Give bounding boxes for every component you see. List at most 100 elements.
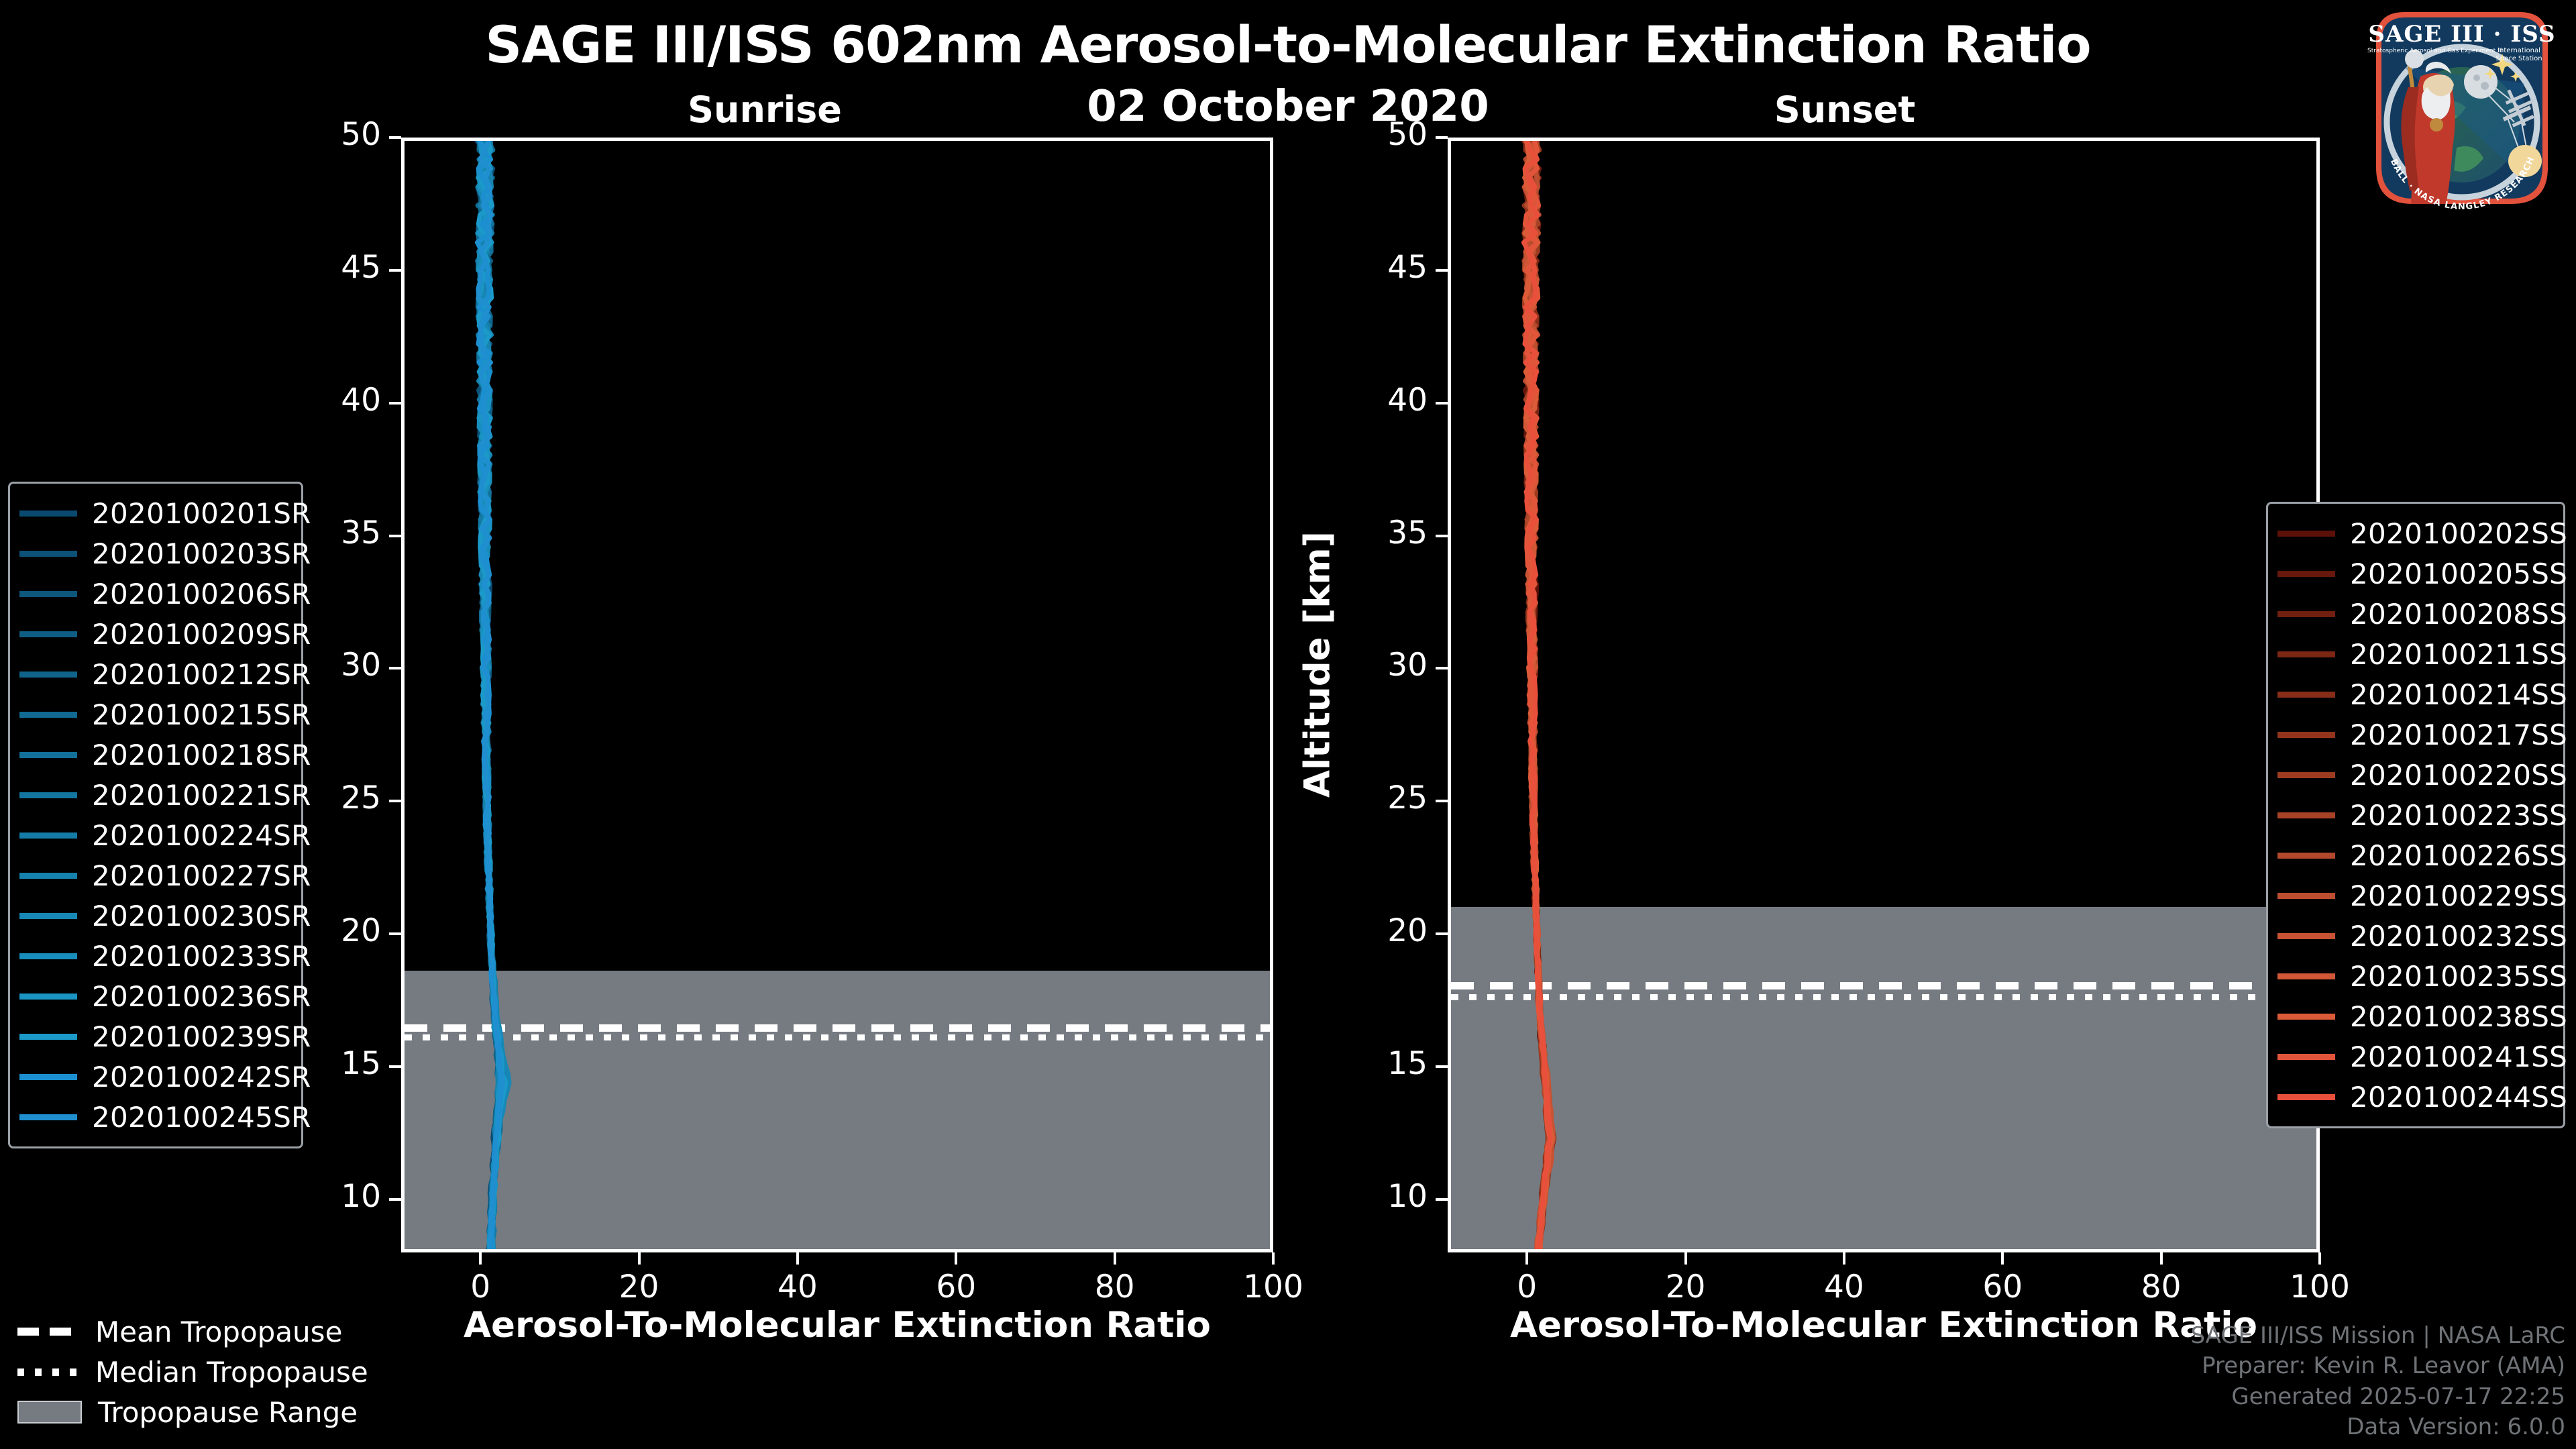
- legend-event-label: 2020100241SS: [2350, 1040, 2568, 1073]
- legend-item[interactable]: 2020100223SS: [2277, 795, 2567, 835]
- legend-event-label: 2020100212SR: [92, 657, 311, 691]
- x-tick-label: 0: [470, 1269, 491, 1305]
- y-tick-label: 50: [341, 116, 381, 153]
- legend-item[interactable]: 2020100242SR: [19, 1057, 311, 1097]
- legend-item[interactable]: 2020100214SS: [2277, 674, 2567, 714]
- mean-tropopause-line-sunset: [1451, 982, 2316, 989]
- plot-panel-sunrise[interactable]: [401, 138, 1273, 1252]
- legend-item[interactable]: 2020100211SS: [2277, 634, 2567, 674]
- legend-event-label: 2020100215SR: [92, 698, 311, 731]
- attribution-block: SAGE III/ISS Mission | NASA LaRC Prepare…: [2190, 1321, 2565, 1442]
- legend-item[interactable]: 2020100215SR: [19, 694, 311, 735]
- legend-event-label: 2020100224SR: [92, 818, 311, 852]
- y-tick-mark: [1436, 1197, 1448, 1201]
- legend-item[interactable]: 2020100218SR: [19, 735, 311, 775]
- legend-item[interactable]: 2020100206SR: [19, 574, 311, 614]
- legend-event-label: 2020100205SS: [2350, 557, 2568, 590]
- legend-event-label: 2020100233SR: [92, 939, 311, 973]
- legend-item[interactable]: 2020100202SS: [2277, 513, 2567, 553]
- x-tick-mark: [796, 1252, 799, 1265]
- y-tick-mark: [389, 401, 401, 405]
- y-tick-label: 10: [341, 1177, 381, 1215]
- legend-event-label: 2020100242SR: [92, 1060, 311, 1093]
- series-legend-sunset[interactable]: 2020100202SS 2020100205SS 2020100208SS 2020…: [2266, 502, 2567, 1128]
- y-tick-mark: [389, 1065, 401, 1068]
- legend-item[interactable]: 2020100209SR: [19, 614, 311, 654]
- legend-item[interactable]: 2020100241SS: [2277, 1036, 2567, 1077]
- legend-color-swatch: [19, 590, 77, 597]
- legend-event-label: 2020100209SR: [92, 617, 311, 651]
- y-tick-mark: [389, 800, 401, 803]
- x-tick-label: 100: [2290, 1269, 2350, 1305]
- legend-item-mean-tropopause: Mean Tropopause: [17, 1311, 393, 1352]
- legend-event-label: 2020100223SS: [2350, 798, 2568, 832]
- legend-color-swatch: [19, 1114, 77, 1120]
- legend-item[interactable]: 2020100238SS: [2277, 996, 2567, 1036]
- x-tick-mark: [637, 1252, 641, 1265]
- y-tick-label: 20: [1387, 912, 1428, 950]
- y-tick-mark: [389, 534, 401, 537]
- legend-item[interactable]: 2020100233SR: [19, 936, 311, 976]
- x-tick-mark: [2159, 1252, 2163, 1265]
- legend-item[interactable]: 2020100244SS: [2277, 1077, 2567, 1117]
- x-tick-label: 60: [936, 1269, 977, 1305]
- legend-color-swatch: [19, 1033, 77, 1040]
- y-tick-label: 40: [341, 381, 381, 419]
- y-tick-label: 20: [341, 912, 381, 950]
- legend-item[interactable]: 2020100232SS: [2277, 916, 2567, 956]
- x-tick-label: 100: [1243, 1269, 1303, 1305]
- legend-item[interactable]: 2020100224SR: [19, 815, 311, 855]
- legend-item[interactable]: 2020100236SR: [19, 976, 311, 1016]
- x-tick-mark: [479, 1252, 482, 1265]
- legend-color-swatch: [2277, 651, 2335, 657]
- page-title: SAGE III/ISS 602nm Aerosol-to-Molecular …: [485, 15, 2091, 74]
- legend-item[interactable]: 2020100227SR: [19, 855, 311, 896]
- legend-item[interactable]: 2020100226SS: [2277, 835, 2567, 875]
- legend-event-label: 2020100201SR: [92, 496, 311, 530]
- y-tick-mark: [1436, 1065, 1448, 1068]
- legend-event-label: 2020100232SS: [2350, 919, 2568, 953]
- legend-item[interactable]: 2020100217SS: [2277, 714, 2567, 755]
- legend-item[interactable]: 2020100221SR: [19, 775, 311, 815]
- legend-item[interactable]: 2020100230SR: [19, 896, 311, 936]
- tropopause-range-band-sunrise: [405, 971, 1270, 1249]
- legend-item[interactable]: 2020100245SR: [19, 1097, 311, 1137]
- legend-item[interactable]: 2020100201SR: [19, 493, 311, 533]
- legend-event-label: 2020100235SS: [2350, 959, 2568, 993]
- legend-item[interactable]: 2020100235SS: [2277, 956, 2567, 996]
- x-tick-label: 40: [1824, 1269, 1864, 1305]
- y-tick-label: 35: [341, 514, 381, 551]
- legend-color-swatch: [2277, 932, 2335, 939]
- y-tick-label: 10: [1387, 1177, 1428, 1215]
- legend-item[interactable]: 2020100229SS: [2277, 875, 2567, 916]
- legend-item[interactable]: 2020100239SR: [19, 1016, 311, 1057]
- attribution-line-generated: Generated 2025-07-17 22:25: [2231, 1383, 2565, 1410]
- legend-event-label: 2020100238SS: [2350, 1000, 2568, 1033]
- x-axis-title-sunrise: Aerosol-To-Molecular Extinction Ratio: [464, 1305, 1211, 1346]
- legend-item-median-tropopause: Median Tropopause: [17, 1352, 393, 1392]
- legend-color-swatch: [19, 510, 77, 517]
- svg-text:International: International: [2498, 47, 2540, 54]
- legend-item[interactable]: 2020100208SS: [2277, 594, 2567, 634]
- legend-item[interactable]: 2020100203SR: [19, 533, 311, 574]
- legend-event-label: 2020100202SS: [2350, 517, 2568, 550]
- series-line: [1521, 141, 1553, 1249]
- legend-label-tropopause-range: Tropopause Range: [98, 1395, 358, 1429]
- x-tick-label: 20: [1665, 1269, 1706, 1305]
- legend-item[interactable]: 2020100220SS: [2277, 755, 2567, 795]
- legend-color-swatch: [2277, 812, 2335, 818]
- legend-item[interactable]: 2020100205SS: [2277, 553, 2567, 594]
- legend-color-swatch: [19, 953, 77, 959]
- x-tick-mark: [955, 1252, 958, 1265]
- legend-color-swatch: [2277, 731, 2335, 738]
- legend-event-label: 2020100229SS: [2350, 879, 2568, 912]
- legend-color-swatch: [19, 711, 77, 718]
- legend-color-swatch: [19, 751, 77, 758]
- legend-event-label: 2020100217SS: [2350, 718, 2568, 751]
- plot-panel-sunset[interactable]: [1448, 138, 2320, 1252]
- x-tick-mark: [1272, 1252, 1275, 1265]
- series-legend-sunrise[interactable]: 2020100201SR 2020100203SR 2020100206SR 2020…: [8, 482, 311, 1148]
- legend-item[interactable]: 2020100212SR: [19, 654, 311, 694]
- legend-event-label: 2020100230SR: [92, 899, 311, 932]
- legend-color-swatch: [2277, 771, 2335, 778]
